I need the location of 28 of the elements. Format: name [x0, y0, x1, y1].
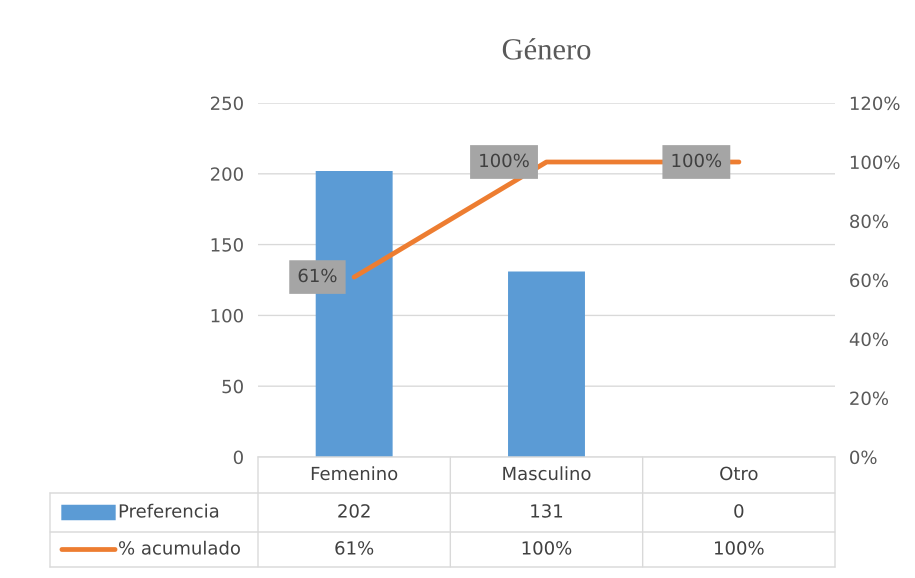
data-label: 202	[338, 504, 370, 518]
y2-tick-label: 100%	[850, 155, 900, 170]
data-label: 0	[734, 504, 744, 518]
y2-tick-label: 80%	[850, 214, 888, 228]
legend-label: % acumulado	[118, 540, 240, 555]
y-tick-label: 0	[234, 450, 243, 464]
chart-title: Género	[502, 38, 590, 60]
y2-tick-label: 0%	[850, 450, 877, 464]
y-tick-label: 100	[212, 308, 243, 323]
y2-tick-label: 120%	[850, 96, 900, 110]
text: 100%	[480, 154, 529, 168]
y2-tick-label: 60%	[850, 273, 888, 288]
y2-tick-label: 40%	[850, 332, 888, 346]
y-tick-label: 200	[210, 167, 243, 181]
data-label: 61%	[335, 541, 374, 555]
text: 100%	[672, 154, 722, 168]
text: 61%	[298, 268, 337, 282]
data-label: 131	[531, 504, 562, 518]
y-tick-label: 150	[212, 238, 243, 252]
x-tick-label: Otro	[720, 466, 758, 480]
y2-tick-label: 20%	[850, 391, 888, 406]
y-tick-label: 50	[222, 380, 243, 394]
data-label: 100%	[715, 541, 764, 555]
legend-label: Preferencia	[120, 504, 218, 518]
x-tick-label: Femenino	[312, 466, 398, 480]
y-tick-label: 250	[210, 96, 243, 110]
data-label: 100%	[522, 541, 572, 555]
x-tick-label: Masculino	[503, 466, 590, 480]
